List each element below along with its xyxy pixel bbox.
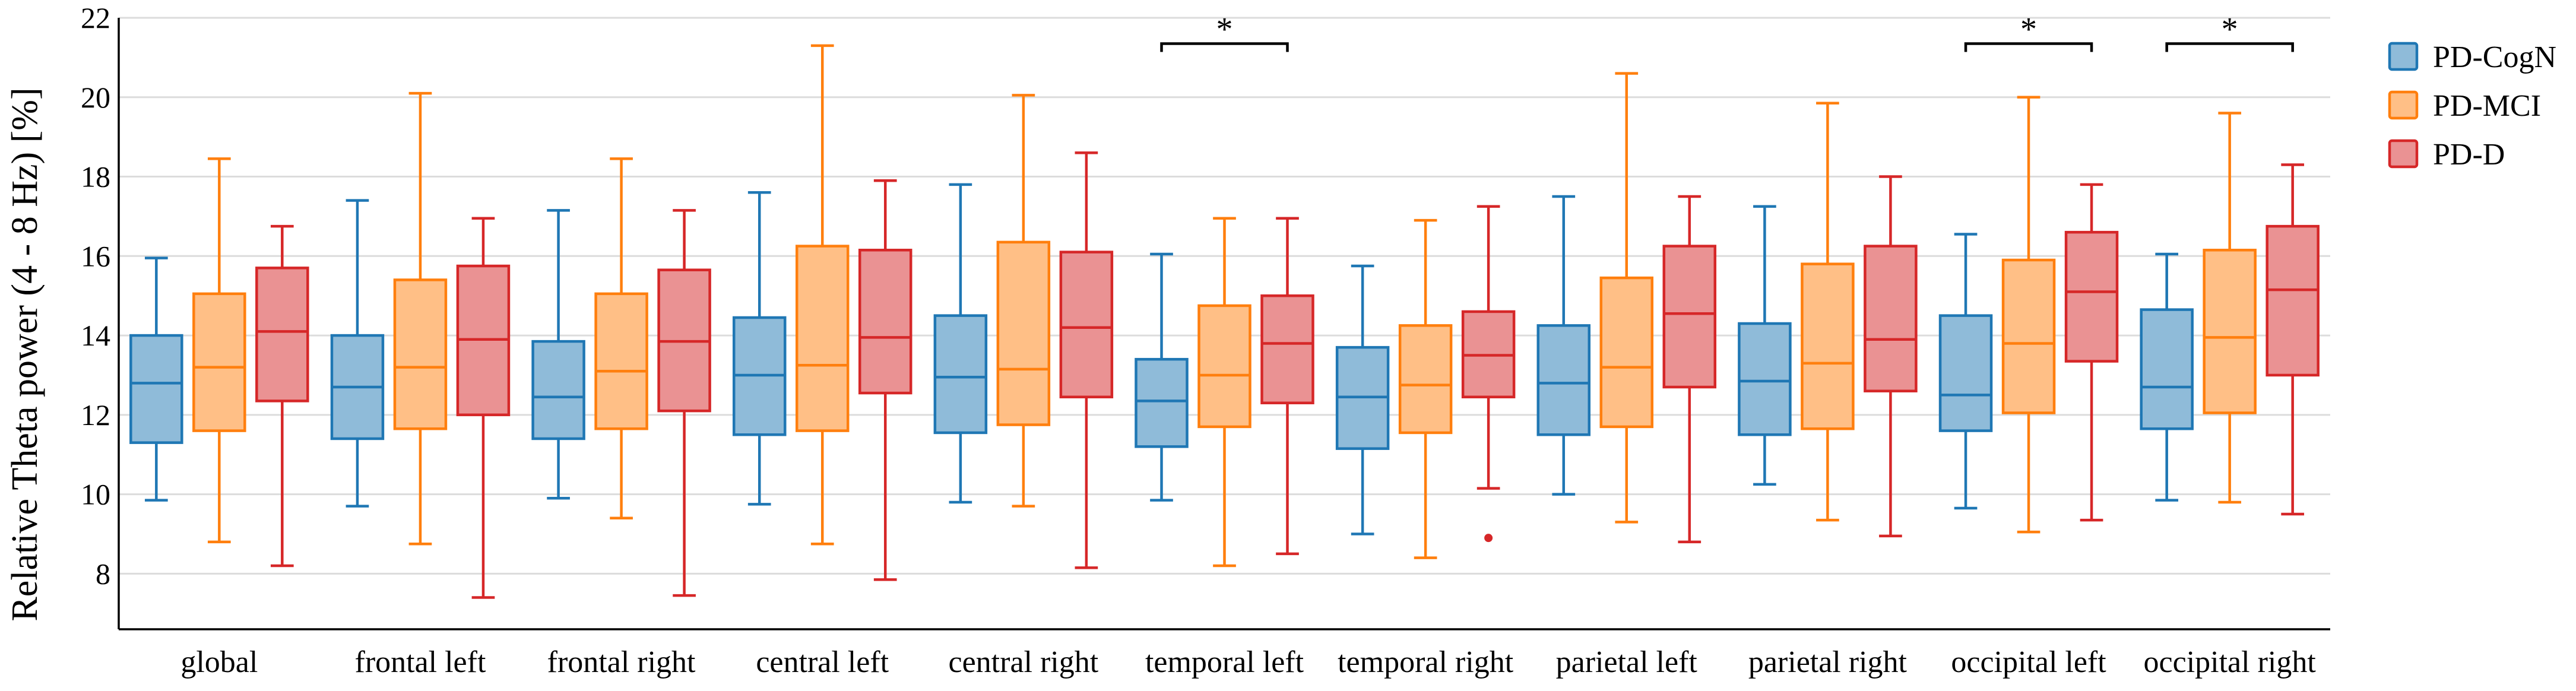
legend-item-pd-d: PD-D — [2388, 138, 2505, 172]
box-iqr — [1662, 245, 1717, 389]
box-iqr — [1599, 276, 1654, 429]
box-iqr — [1197, 304, 1251, 429]
box-iqr — [393, 278, 448, 430]
significance-bracket: * — [1964, 11, 2093, 52]
legend-label: PD-MCI — [2433, 89, 2541, 123]
category-label: parietal left — [1556, 645, 1698, 679]
bracket-line — [1964, 42, 2093, 52]
bracket-line — [1160, 42, 1289, 52]
legend-swatch — [2388, 139, 2419, 169]
box-iqr — [1738, 322, 1792, 436]
box-iqr — [129, 334, 183, 444]
category-label: parietal right — [1748, 645, 1908, 679]
box-iqr — [1801, 262, 1855, 430]
significance-star: * — [2020, 11, 2037, 47]
y-tick-label: 16 — [81, 239, 110, 272]
category-label: frontal right — [547, 645, 696, 679]
y-tick-label: 20 — [81, 81, 110, 114]
box-iqr — [2001, 258, 2056, 414]
y-tick-label: 12 — [81, 398, 110, 432]
category-label: central right — [949, 645, 1099, 679]
category-labels: global frontal left frontal right central l… — [180, 645, 2316, 679]
box-iqr — [933, 314, 988, 435]
legend-label: PD-CogN — [2433, 40, 2556, 74]
category-label: central left — [756, 645, 889, 679]
box-iqr — [795, 245, 850, 432]
outlier-point — [1484, 534, 1493, 543]
y-tick-label: 10 — [81, 478, 110, 511]
box-iqr — [531, 340, 585, 440]
legend-swatch — [2388, 90, 2419, 120]
box-iqr — [1260, 294, 1314, 405]
box-iqr — [1864, 245, 1918, 392]
box-iqr — [996, 240, 1051, 426]
box-iqr — [594, 292, 648, 430]
series-pd-d — [255, 151, 2320, 599]
box-iqr — [2266, 224, 2320, 377]
box-iqr — [255, 267, 309, 402]
category-label: global — [180, 645, 258, 679]
y-tick-label: 8 — [96, 557, 110, 590]
category-label: temporal right — [1338, 645, 1514, 679]
legend-swatch — [2388, 42, 2419, 71]
y-tick-label: 14 — [81, 319, 110, 352]
legend-item-pd-cogn: PD-CogN — [2388, 40, 2556, 74]
box-iqr — [1398, 324, 1453, 435]
significance-annotations: * * * — [1160, 11, 2294, 52]
legend-label: PD-D — [2433, 138, 2505, 172]
bracket-line — [2165, 42, 2294, 52]
category-label: frontal left — [355, 645, 486, 679]
y-tick-label: 18 — [81, 160, 110, 194]
category-label: occipital left — [1951, 645, 2106, 679]
significance-bracket: * — [2165, 11, 2294, 52]
legend: PD-CogN PD-MCI PD-D — [2388, 40, 2556, 172]
box-iqr — [1059, 251, 1114, 398]
box-iqr — [1938, 314, 1993, 432]
box-iqr — [1536, 324, 1591, 436]
y-tick-label: 22 — [81, 1, 110, 34]
significance-star: * — [1216, 11, 1233, 47]
y-axis-label: Relative Theta power (4 - 8 Hz) [%] — [5, 87, 45, 621]
category-label: occipital right — [2144, 645, 2317, 679]
series-pd-mci — [192, 44, 2257, 568]
y-tick-labels: 8 10 12 14 16 18 20 22 — [81, 1, 110, 590]
category-label: temporal left — [1145, 645, 1304, 679]
series-pd-cogn — [129, 183, 2194, 535]
box-iqr — [2203, 249, 2257, 414]
significance-bracket: * — [1160, 11, 1289, 52]
box-iqr — [2064, 230, 2119, 363]
significance-star: * — [2222, 11, 2238, 47]
boxes — [129, 44, 2320, 599]
box-iqr — [2140, 308, 2194, 430]
axes — [118, 18, 2330, 630]
box-iqr — [858, 249, 912, 395]
box-iqr — [1135, 357, 1189, 448]
box-iqr — [192, 292, 246, 432]
legend-item-pd-mci: PD-MCI — [2388, 89, 2541, 123]
